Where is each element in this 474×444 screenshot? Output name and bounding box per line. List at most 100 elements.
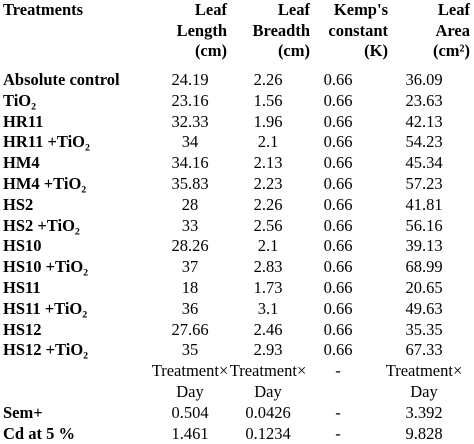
- header-cell: (cm²): [432, 41, 470, 60]
- table-cell: 0.66: [323, 90, 353, 110]
- stat-cell: 3.392: [405, 402, 443, 422]
- table-cell: 34.16: [171, 153, 209, 173]
- table-cell: 36.09: [405, 70, 443, 89]
- table-cell: 35.35: [405, 319, 443, 339]
- treatment-name: Absolute control: [3, 70, 120, 89]
- header-cell: Leaf: [437, 0, 470, 19]
- header-cell: constant: [328, 20, 388, 40]
- table-cell: 0.66: [323, 111, 353, 131]
- table-cell: 56.16: [405, 215, 443, 235]
- interaction-cell: Treatment×: [229, 361, 307, 381]
- table-cell: 67.33: [405, 340, 443, 360]
- table-cell: 2.93: [253, 340, 283, 360]
- header-cell: Treatments: [3, 0, 84, 19]
- table-cell: 0.66: [323, 278, 353, 297]
- treatment-name: HM4: [3, 153, 40, 173]
- table-cell: 18: [181, 278, 199, 297]
- table-cell: 34: [181, 132, 199, 152]
- table-cell: 45.34: [405, 153, 443, 173]
- treatment-name: HM4 +TiO₂: [3, 174, 87, 193]
- table-cell: 0.66: [323, 153, 353, 173]
- table-cell: 0.66: [323, 340, 353, 360]
- table-cell: 0.66: [323, 319, 353, 339]
- interaction-cell: Day: [254, 382, 282, 401]
- table-cell: 28: [181, 194, 199, 214]
- treatment-name: HS10 +TiO₂: [3, 257, 89, 277]
- table-cell: 39.13: [405, 236, 443, 256]
- interaction-cell: Treatment×: [151, 361, 229, 381]
- table-cell: 27.66: [171, 319, 209, 339]
- header-cell: (cm): [277, 41, 310, 60]
- table-cell: 0.66: [323, 236, 353, 256]
- stat-name: Sem+: [3, 402, 43, 422]
- table-cell: 20.65: [405, 278, 443, 297]
- stat-cell: 0.1234: [245, 423, 291, 443]
- header-cell: Kemp's: [333, 0, 388, 19]
- table-cell: 2.1: [257, 132, 279, 152]
- treatment-name: HS11: [3, 278, 41, 297]
- stat-cell: 1.461: [171, 423, 209, 443]
- table-cell: 0.66: [323, 298, 353, 318]
- table-cell: 0.66: [323, 215, 353, 235]
- table-cell: 1.73: [253, 278, 283, 297]
- table-cell: 57.23: [405, 174, 443, 193]
- treatment-name: HS2: [3, 194, 34, 214]
- stat-cell: 0.504: [171, 402, 209, 422]
- table-cell: 2.83: [253, 257, 283, 277]
- table-cell: 2.56: [253, 215, 283, 235]
- table-cell: 0.66: [323, 257, 353, 277]
- table-cell: 24.19: [171, 70, 209, 89]
- table-cell: 1.96: [253, 111, 283, 131]
- table-cell: 37: [181, 257, 199, 277]
- stat-name: Cd at 5 %: [3, 423, 75, 443]
- interaction-cell: -: [335, 361, 341, 381]
- interaction-cell: Day: [410, 382, 438, 401]
- table-cell: 35.83: [171, 174, 209, 193]
- table-cell: 2.1: [257, 236, 279, 256]
- header-cell: Area: [435, 20, 470, 40]
- table-cell: 68.99: [405, 257, 443, 277]
- table-cell: 23.16: [171, 90, 209, 110]
- treatment-name: HS12: [3, 319, 42, 339]
- table-cell: 2.46: [253, 319, 283, 339]
- header-cell: Leaf: [194, 0, 227, 19]
- table-cell: 35: [181, 340, 199, 360]
- table-cell: 28.26: [171, 236, 209, 256]
- table-cell: 23.63: [405, 90, 443, 110]
- table-cell: 42.13: [405, 111, 443, 131]
- header-cell: (cm): [194, 41, 227, 60]
- treatment-name: HR11 +TiO₂: [3, 132, 90, 152]
- table-cell: 41.81: [405, 194, 443, 214]
- table-cell: 0.66: [323, 194, 353, 214]
- table-cell: 49.63: [405, 298, 443, 318]
- stat-cell: -: [335, 423, 341, 443]
- table-cell: 3.1: [257, 298, 279, 318]
- table-cell: 2.26: [253, 194, 283, 214]
- header-cell: (K): [364, 41, 388, 60]
- header-cell: Breadth: [252, 20, 310, 40]
- stat-cell: 9.828: [405, 423, 443, 443]
- table-cell: 2.13: [253, 153, 283, 173]
- header-cell: Leaf: [277, 0, 310, 19]
- stat-cell: 0.0426: [245, 402, 291, 422]
- treatment-name: HS2 +TiO₂: [3, 215, 80, 235]
- table-cell: 36: [181, 298, 199, 318]
- treatment-name: HR11: [3, 111, 44, 131]
- table-cell: 32.33: [171, 111, 209, 131]
- header-cell: Length: [176, 20, 227, 40]
- treatment-name: TiO₂: [3, 90, 37, 110]
- stat-cell: -: [335, 402, 341, 422]
- interaction-cell: Treatment×: [385, 361, 463, 381]
- treatment-name: HS12 +TiO₂: [3, 340, 89, 360]
- table-cell: 0.66: [323, 174, 353, 193]
- table-cell: 1.56: [253, 90, 283, 110]
- table-cell: 54.23: [405, 132, 443, 152]
- table-cell: 2.26: [253, 70, 283, 89]
- treatment-name: HS10: [3, 236, 42, 256]
- table-cell: 0.66: [323, 70, 353, 89]
- interaction-cell: Day: [176, 382, 204, 401]
- table-cell: 2.23: [253, 174, 283, 193]
- treatment-name: HS11 +TiO₂: [3, 298, 88, 318]
- table-cell: 33: [181, 215, 199, 235]
